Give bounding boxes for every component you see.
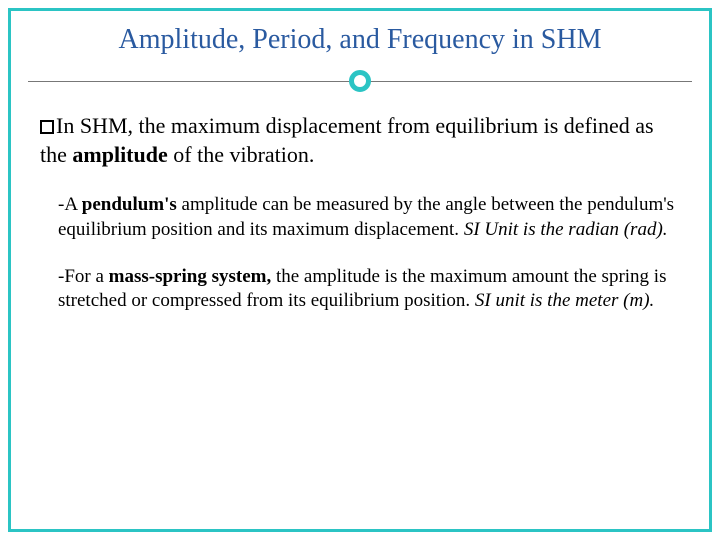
sub-bullet-2: -For a mass-spring system, the amplitude…: [40, 265, 680, 314]
slide-title: Amplitude, Period, and Frequency in SHM: [0, 0, 720, 68]
sub1-dash: -A: [58, 194, 82, 215]
sub2-dash: -For a: [58, 266, 109, 287]
square-bullet-icon: [40, 120, 54, 134]
main-text-suffix: of the vibration.: [168, 142, 315, 167]
sub2-bold: mass-spring system,: [109, 266, 272, 287]
main-bullet: In SHM, the maximum displacement from eq…: [40, 112, 680, 169]
slide-container: Amplitude, Period, and Frequency in SHM …: [0, 0, 720, 540]
sub1-italic: SI Unit is the radian (rad).: [464, 219, 668, 240]
sub2-italic: SI unit is the meter (m).: [475, 290, 654, 311]
divider-circle-icon: [349, 70, 371, 92]
sub1-bold: pendulum's: [82, 194, 177, 215]
title-divider: [28, 68, 692, 94]
content-area: In SHM, the maximum displacement from eq…: [0, 112, 720, 314]
main-text-bold: amplitude: [72, 142, 167, 167]
sub-bullet-1: -A pendulum's amplitude can be measured …: [40, 193, 680, 242]
